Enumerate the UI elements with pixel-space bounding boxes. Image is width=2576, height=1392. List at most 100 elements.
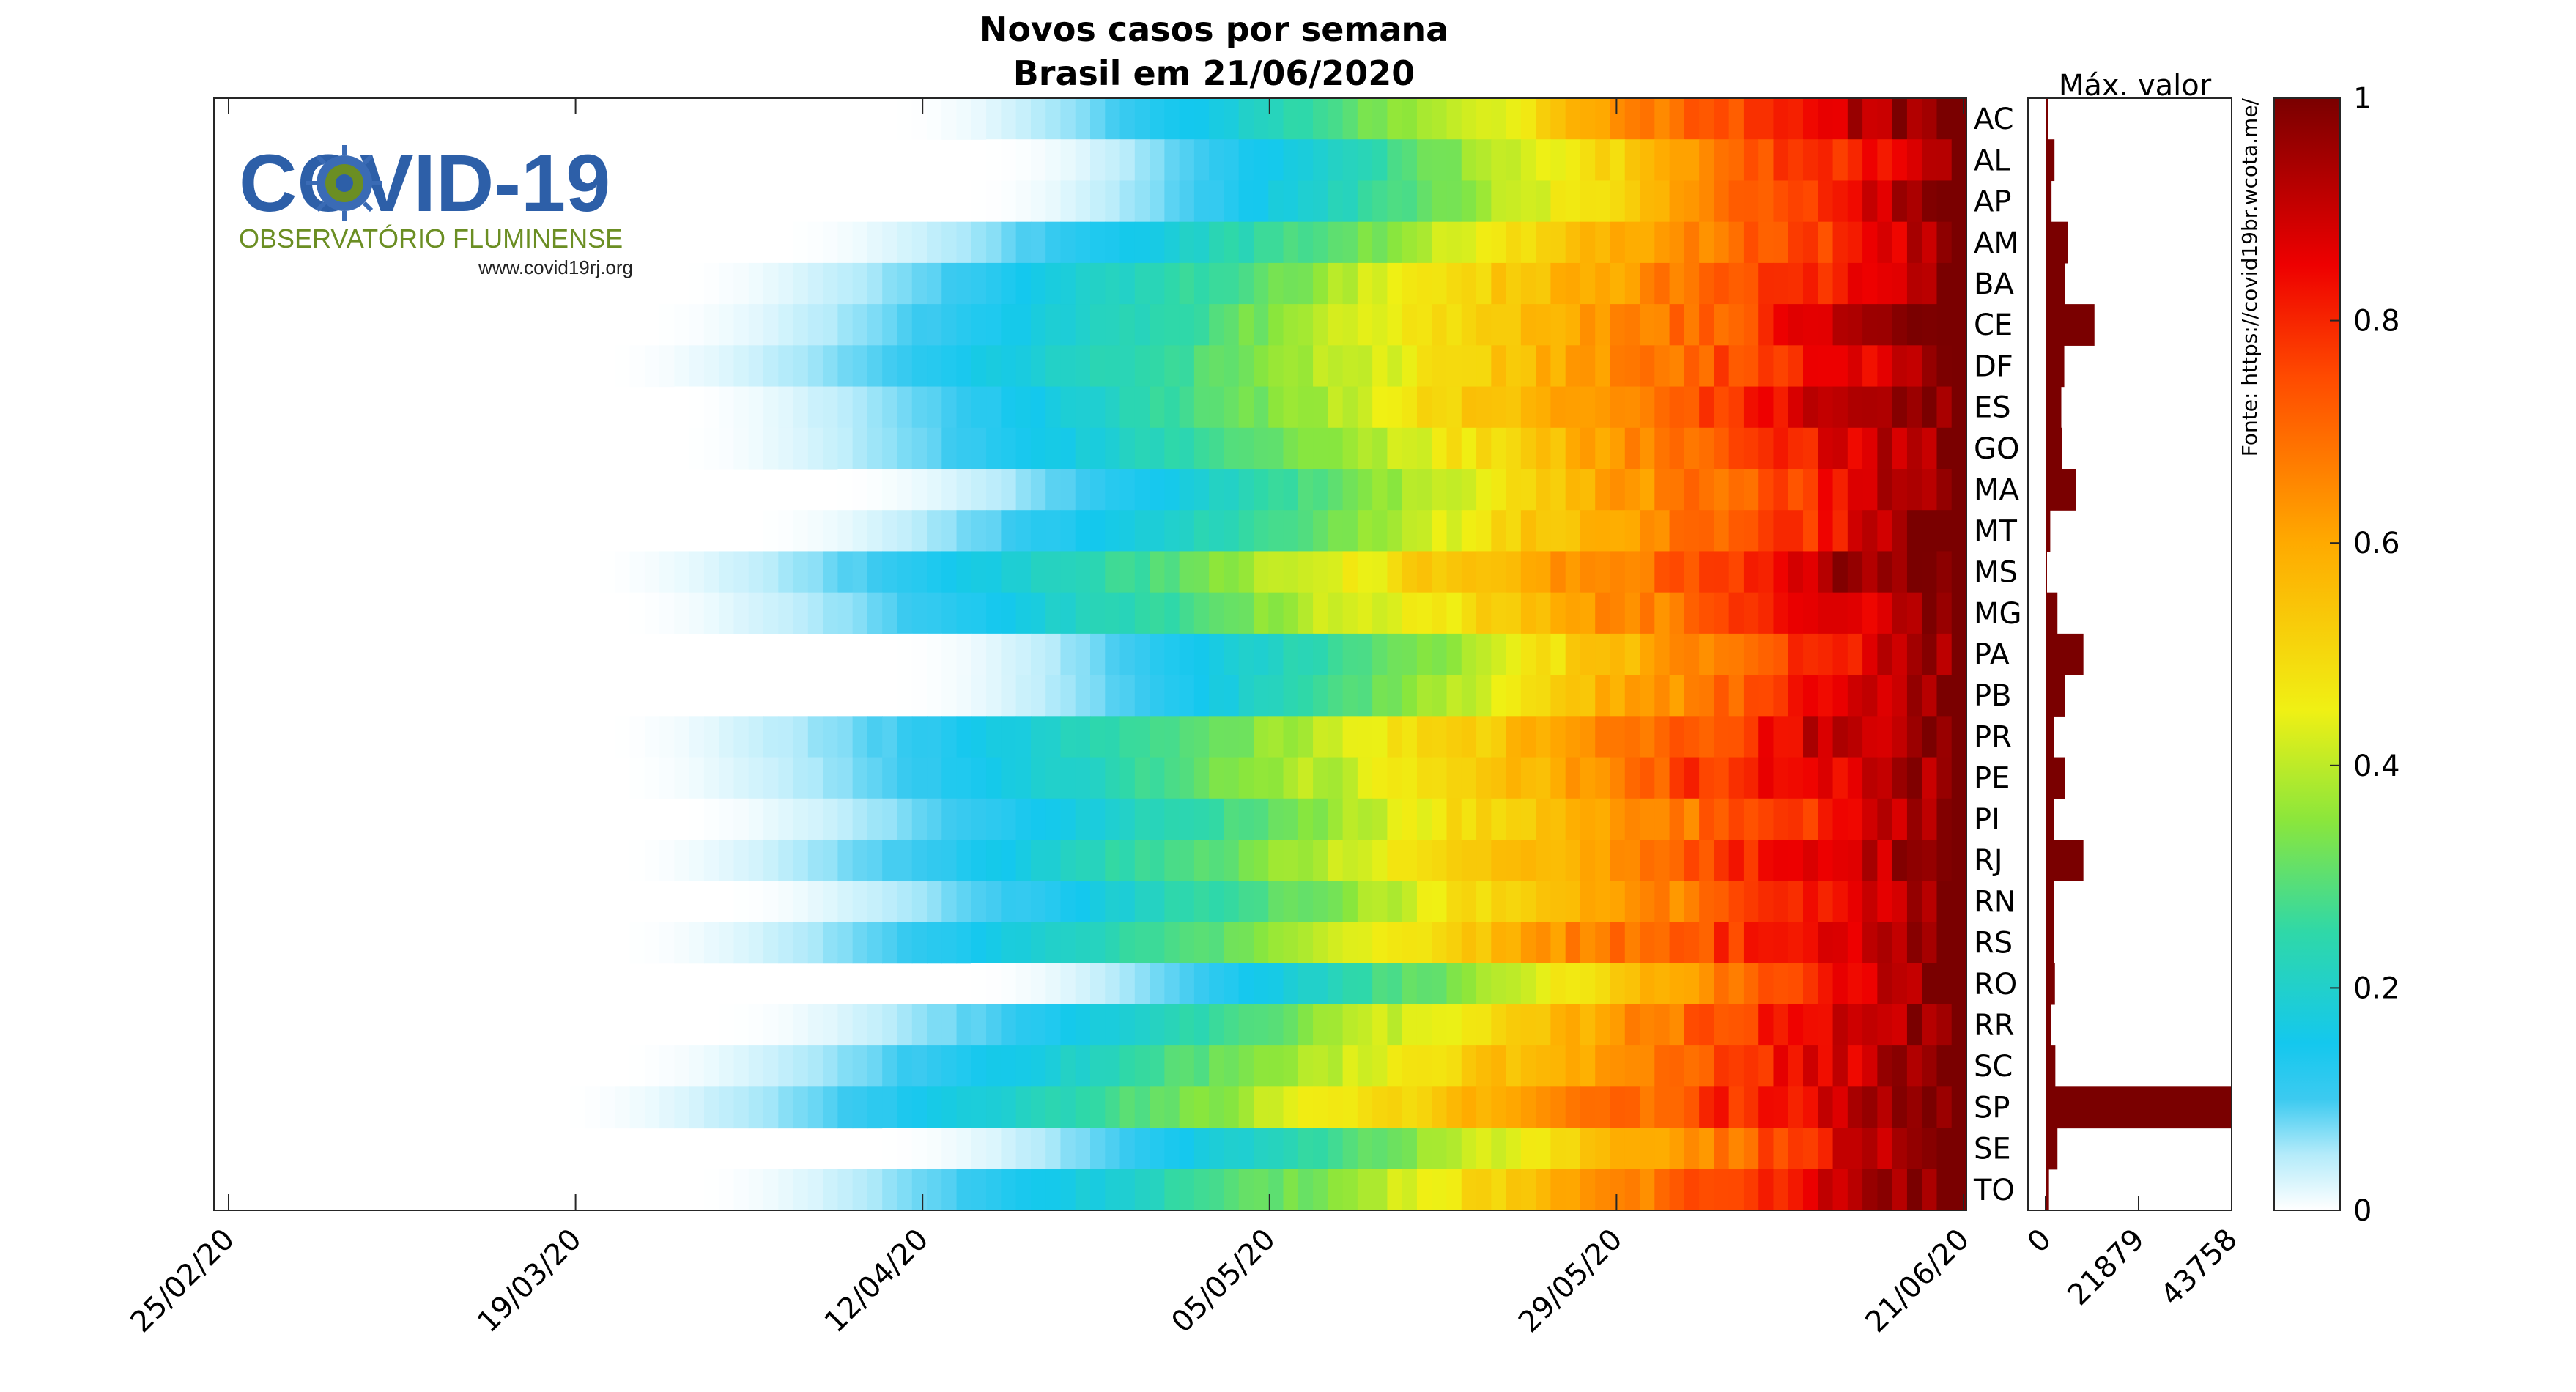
heatmap-cell-PI-77 bbox=[1357, 798, 1373, 840]
heatmap-cell-RR-70 bbox=[1253, 1004, 1269, 1046]
heatmap-cell-SC-85 bbox=[1476, 1045, 1492, 1087]
heatmap-cell-SC-52 bbox=[986, 1045, 1002, 1087]
heatmap-cell-MA-45 bbox=[882, 469, 898, 511]
max-value-bar-RS bbox=[2046, 922, 2054, 964]
heatmap-cell-AM-108 bbox=[1818, 221, 1834, 264]
heatmap-cell-MA-64 bbox=[1164, 469, 1180, 511]
heatmap-cell-ES-50 bbox=[956, 386, 972, 429]
heatmap-cell-PE-112 bbox=[1877, 757, 1893, 799]
heatmap-cell-SC-55 bbox=[1030, 1045, 1046, 1087]
heatmap-cell-AM-45 bbox=[882, 221, 898, 264]
heatmap-cell-PE-103 bbox=[1743, 757, 1759, 799]
heatmap-cell-RR-96 bbox=[1640, 1004, 1655, 1046]
heatmap-cell-AP-55 bbox=[1030, 180, 1046, 223]
state-label-RJ: RJ bbox=[1974, 844, 2003, 878]
heatmap-cell-ES-93 bbox=[1595, 386, 1611, 429]
heatmap-cell-DF-93 bbox=[1595, 345, 1611, 388]
heatmap-cell-AP-74 bbox=[1313, 180, 1328, 223]
heatmap-cell-DF-60 bbox=[1105, 345, 1121, 388]
heatmap-cell-PR-83 bbox=[1446, 716, 1462, 758]
heatmap-cell-RJ-67 bbox=[1209, 840, 1225, 881]
heatmap-cell-SP-56 bbox=[1045, 1086, 1062, 1129]
heatmap-cell-RS-107 bbox=[1803, 922, 1818, 964]
heatmap-cell-MT-80 bbox=[1402, 510, 1418, 552]
heatmap-cell-DF-34 bbox=[719, 345, 735, 388]
heatmap-cell-AL-100 bbox=[1699, 139, 1714, 182]
heatmap-cell-SP-33 bbox=[703, 1086, 719, 1129]
x-tick-label-4: 29/05/20 bbox=[1512, 1223, 1629, 1340]
heatmap-cell-MA-110 bbox=[1847, 469, 1863, 511]
heatmap-cell-RS-52 bbox=[986, 922, 1002, 964]
heatmap-cell-BA-49 bbox=[941, 262, 958, 305]
heatmap-cell-GO-83 bbox=[1446, 427, 1462, 470]
heatmap-cell-SE-100 bbox=[1699, 1128, 1714, 1170]
heatmap-cell-MG-57 bbox=[1060, 592, 1076, 634]
heatmap-cell-MA-54 bbox=[1015, 469, 1032, 511]
heatmap-cell-PE-70 bbox=[1253, 757, 1269, 799]
heatmap-cell-SC-105 bbox=[1773, 1045, 1789, 1087]
heatmap-cell-MT-95 bbox=[1624, 510, 1640, 552]
heatmap-cell-PE-51 bbox=[971, 757, 987, 799]
heatmap-cell-MT-82 bbox=[1432, 510, 1448, 552]
heatmap-cell-MS-39 bbox=[793, 551, 809, 593]
heatmap-cell-CE-90 bbox=[1550, 304, 1566, 346]
heatmap-cell-RR-63 bbox=[1150, 1004, 1165, 1046]
heatmap-cell-AM-77 bbox=[1357, 221, 1373, 264]
heatmap-cell-TO-57 bbox=[1060, 1169, 1076, 1211]
heatmap-cell-PA-108 bbox=[1818, 633, 1834, 675]
heatmap-cell-PR-60 bbox=[1105, 716, 1121, 758]
heatmap-cell-AL-71 bbox=[1268, 139, 1284, 182]
heatmap-cell-CE-71 bbox=[1268, 304, 1284, 346]
heatmap-cell-PI-87 bbox=[1506, 798, 1522, 840]
heatmap-cell-MS-109 bbox=[1832, 551, 1848, 593]
heatmap-cell-RN-93 bbox=[1595, 881, 1611, 923]
heatmap-cell-PB-74 bbox=[1313, 675, 1328, 717]
heatmap-cell-RS-33 bbox=[703, 922, 719, 964]
heatmap-cell-RO-99 bbox=[1684, 963, 1700, 1005]
heatmap-cell-MA-84 bbox=[1461, 469, 1477, 511]
heatmap-cell-PB-99 bbox=[1684, 675, 1700, 717]
heatmap-cell-SP-66 bbox=[1193, 1086, 1210, 1129]
heatmap-cell-MS-73 bbox=[1298, 551, 1314, 593]
heatmap-cell-SE-90 bbox=[1550, 1128, 1566, 1170]
heatmap-cell-PE-39 bbox=[793, 757, 809, 799]
heatmap-cell-RO-57 bbox=[1060, 963, 1076, 1005]
state-label-RN: RN bbox=[1974, 885, 2016, 919]
heatmap-cell-RO-93 bbox=[1595, 963, 1611, 1005]
heatmap-cell-AM-98 bbox=[1669, 221, 1685, 264]
max-value-bar-PE bbox=[2046, 757, 2065, 799]
heatmap-cell-MS-75 bbox=[1328, 551, 1344, 593]
heatmap-cell-PE-29 bbox=[644, 757, 660, 799]
heatmap-cell-AP-56 bbox=[1045, 180, 1062, 223]
heatmap-cell-AP-58 bbox=[1075, 180, 1091, 223]
heatmap-cell-TO-110 bbox=[1847, 1169, 1863, 1211]
heatmap-cell-RR-76 bbox=[1342, 1004, 1358, 1046]
heatmap-cell-SP-36 bbox=[748, 1086, 764, 1129]
heatmap-cell-PI-116 bbox=[1936, 798, 1953, 840]
heatmap-cell-RR-92 bbox=[1580, 1004, 1596, 1046]
heatmap-cell-AL-76 bbox=[1342, 139, 1358, 182]
heatmap-cell-PB-46 bbox=[897, 675, 913, 717]
heatmap-cell-RN-83 bbox=[1446, 881, 1462, 923]
heatmap-cell-RO-114 bbox=[1906, 963, 1922, 1005]
heatmap-cell-AL-108 bbox=[1818, 139, 1834, 182]
heatmap-cell-AP-57 bbox=[1060, 180, 1076, 223]
heatmap-cell-MT-105 bbox=[1773, 510, 1789, 552]
heatmap-cell-RN-76 bbox=[1342, 881, 1358, 923]
heatmap-cell-RN-61 bbox=[1119, 881, 1136, 923]
heatmap-cell-SC-39 bbox=[793, 1045, 809, 1087]
heatmap-cell-RN-65 bbox=[1179, 881, 1195, 923]
heatmap-cell-MG-75 bbox=[1328, 592, 1344, 634]
heatmap-cell-PR-31 bbox=[674, 716, 690, 758]
heatmap-cell-PA-99 bbox=[1684, 633, 1700, 675]
heatmap-cell-PI-50 bbox=[956, 798, 972, 840]
heatmap-cell-SP-117 bbox=[1951, 1086, 1967, 1129]
heatmap-cell-ES-43 bbox=[852, 386, 868, 429]
heatmap-cell-CE-95 bbox=[1624, 304, 1640, 346]
heatmap-cell-PE-87 bbox=[1506, 757, 1522, 799]
heatmap-cell-SP-82 bbox=[1432, 1086, 1448, 1129]
heatmap-cell-MS-67 bbox=[1209, 551, 1225, 593]
heatmap-cell-MG-93 bbox=[1595, 592, 1611, 634]
max-value-bar-AM bbox=[2046, 221, 2068, 264]
heatmap-cell-MA-49 bbox=[941, 469, 958, 511]
